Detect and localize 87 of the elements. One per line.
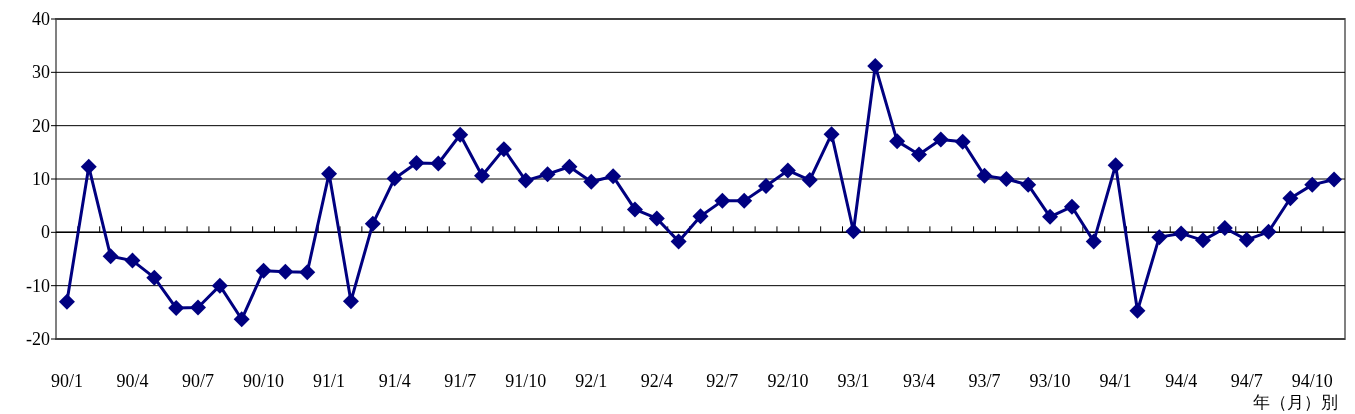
- point: [1260, 223, 1277, 240]
- point: [495, 141, 512, 158]
- x-tick-label: 90/1: [50, 371, 83, 391]
- x-tick-label: 94/4: [1165, 371, 1198, 391]
- x-tick-label: 93/10: [1029, 371, 1071, 391]
- point: [954, 133, 971, 150]
- point: [692, 208, 709, 225]
- point: [823, 126, 840, 143]
- x-tick-label: 92/1: [575, 371, 608, 391]
- point: [124, 252, 141, 269]
- x-tick-label: 91/1: [313, 371, 346, 391]
- x-axis-title: 年（月）別: [1253, 393, 1338, 412]
- point: [168, 300, 185, 317]
- point: [1129, 302, 1146, 319]
- x-tick-label: 93/1: [837, 371, 870, 391]
- point: [102, 248, 119, 265]
- point: [867, 57, 884, 74]
- point: [1085, 233, 1102, 250]
- point: [1063, 198, 1080, 215]
- point: [474, 167, 491, 184]
- point: [1238, 231, 1255, 248]
- point: [299, 264, 316, 281]
- point: [1173, 225, 1190, 242]
- point: [758, 177, 775, 194]
- x-tick-label: 90/4: [116, 371, 149, 391]
- point: [605, 168, 622, 185]
- point: [648, 210, 665, 227]
- point: [321, 165, 338, 182]
- y-tick-label: -10: [26, 275, 50, 296]
- y-tick-label: -20: [26, 329, 50, 349]
- x-tick-label: 94/1: [1099, 371, 1132, 391]
- point: [845, 223, 862, 240]
- point: [932, 131, 949, 148]
- point: [670, 233, 687, 250]
- x-tick-label: 90/7: [182, 371, 215, 391]
- point: [583, 173, 600, 190]
- point: [277, 263, 294, 280]
- point: [1194, 232, 1211, 249]
- point: [1282, 190, 1299, 207]
- point: [1107, 157, 1124, 174]
- point: [1020, 176, 1037, 193]
- point: [1216, 220, 1233, 237]
- point: [190, 299, 207, 316]
- x-tick-label: 94/7: [1230, 371, 1263, 391]
- point: [255, 262, 272, 279]
- point: [517, 172, 534, 189]
- point: [146, 269, 163, 286]
- point: [233, 311, 250, 328]
- point: [998, 171, 1015, 187]
- point: [80, 158, 97, 175]
- y-tick-label: 10: [32, 169, 50, 189]
- point: [342, 293, 359, 310]
- point: [408, 155, 425, 171]
- point: [889, 133, 906, 150]
- x-tick-label: 90/10: [243, 371, 285, 391]
- point: [976, 167, 993, 184]
- point: [364, 215, 381, 232]
- x-tick-label: 94/10: [1291, 371, 1333, 391]
- point: [430, 155, 447, 172]
- x-tick-label: 93/4: [902, 371, 935, 391]
- y-tick-label: 30: [32, 62, 50, 83]
- x-tick-label: 91/4: [378, 371, 411, 391]
- x-tick-label: 91/7: [444, 371, 477, 391]
- x-tick-label: 93/7: [968, 371, 1001, 391]
- point: [736, 192, 753, 209]
- point: [1326, 171, 1343, 188]
- point: [211, 277, 228, 294]
- y-tick-label: 0: [41, 222, 50, 243]
- point: [779, 162, 796, 179]
- point: [452, 126, 469, 143]
- point: [58, 293, 75, 310]
- point: [1151, 229, 1168, 246]
- point: [386, 170, 403, 187]
- x-tick-label: 92/4: [640, 371, 673, 391]
- y-tick-label: 20: [32, 115, 50, 136]
- point: [910, 146, 927, 163]
- point: [1304, 176, 1321, 193]
- point: [626, 201, 643, 218]
- point: [714, 192, 731, 209]
- point: [1042, 208, 1059, 225]
- point: [561, 158, 578, 175]
- x-tick-label: 91/10: [505, 371, 547, 391]
- x-tick-label: 92/10: [767, 371, 809, 391]
- x-tick-label: 92/7: [706, 371, 739, 391]
- point: [539, 166, 556, 183]
- point: [801, 172, 818, 189]
- y-tick-label: 40: [32, 9, 50, 29]
